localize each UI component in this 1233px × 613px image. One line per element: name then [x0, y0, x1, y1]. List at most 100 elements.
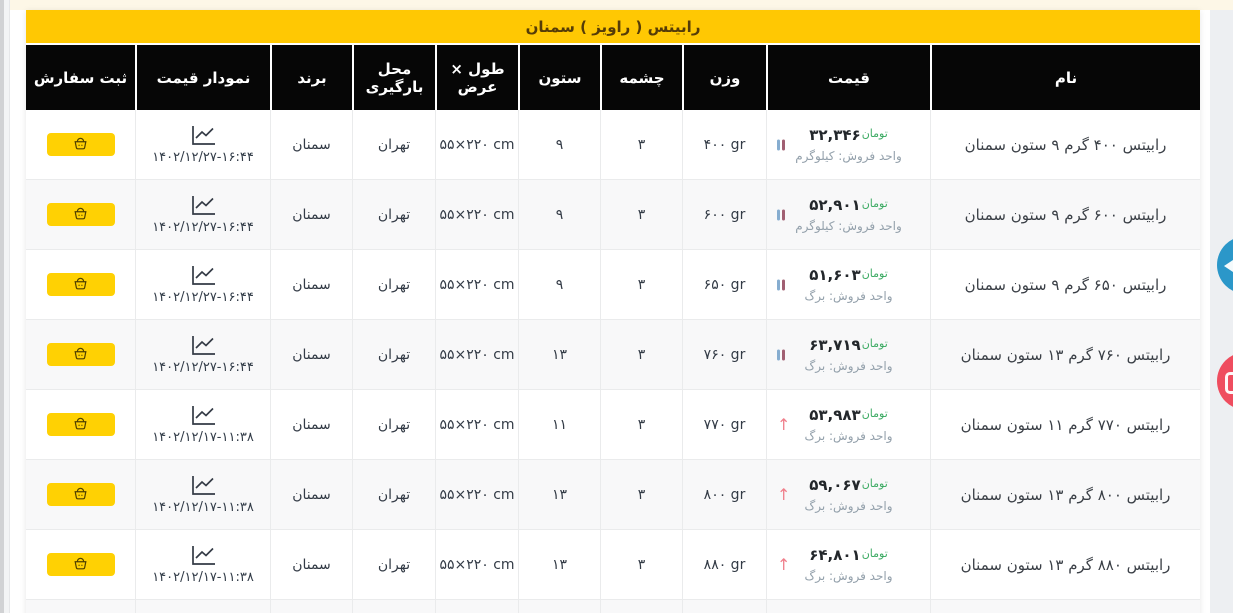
- price-chart-link[interactable]: ۱۴۰۲/۱۲/۲۷-۱۶:۴۴: [152, 264, 254, 305]
- cell-cheshmeh: ۳: [600, 180, 682, 250]
- table-body: رابیتس ۴۰۰ گرم ۹ ستون سمنان ۳۲,۳۴۶ تومان…: [26, 110, 1200, 613]
- instagram-float-button[interactable]: [1217, 352, 1233, 410]
- cell-weight: ۴۰۰ gr: [682, 110, 766, 180]
- cell-chart: ۱۴۰۲/۱۲/۱۷-۱۱:۳۸: [135, 460, 270, 530]
- price-date: ۱۴۰۲/۱۲/۱۷-۱۱:۳۸: [152, 430, 254, 445]
- top-cream-strip: [0, 0, 1233, 10]
- table-row: رابیتس ۴۰۰ گرم ۹ ستون سمنان ۳۲,۳۴۶ تومان…: [26, 110, 1200, 180]
- vertical-scrollbar[interactable]: [0, 0, 10, 613]
- table-row: رابیتس ۸۸۰ گرم ۱۳ ستون سمنان ↑ ۶۴,۸۰۱ تو…: [26, 530, 1200, 600]
- header-sotoon: ستون: [518, 45, 600, 110]
- cell-brand: سمنان: [270, 530, 352, 600]
- cell-order: [26, 320, 135, 390]
- cell-cheshmeh: ۳: [600, 250, 682, 320]
- cell-loading: تهران: [352, 110, 435, 180]
- cell-sotoon: ۹: [518, 180, 600, 250]
- cell-sotoon: ۱۱: [518, 390, 600, 460]
- price-value: ۳۲,۳۴۶: [809, 126, 861, 145]
- line-chart-icon: [188, 194, 218, 217]
- cell-loading: تهران: [352, 460, 435, 530]
- header-brand: برند: [270, 45, 352, 110]
- cell-name: رابیتس ۴۰۰ گرم ۹ ستون سمنان: [930, 110, 1200, 180]
- table-row: رابیتس ۷۷۰ گرم ۱۱ ستون سمنان ↑ ۵۳,۹۸۳ تو…: [26, 390, 1200, 460]
- sale-unit: واحد فروش: برگ: [804, 498, 893, 513]
- price-value: ۵۲,۹۰۱: [809, 196, 861, 215]
- add-to-cart-button[interactable]: [46, 483, 115, 506]
- cell-name: رابیتس ۷۷۰ گرم ۱۱ ستون سمنان: [930, 390, 1200, 460]
- cell-cheshmeh: ۳: [600, 530, 682, 600]
- cell-brand: سمنان: [270, 250, 352, 320]
- header-cheshmeh: چشمه: [600, 45, 682, 110]
- price-chart-link[interactable]: ۱۴۰۲/۱۲/۲۷-۱۶:۴۴: [152, 194, 254, 235]
- currency-label: تومان: [861, 267, 888, 281]
- currency-label: تومان: [861, 197, 888, 211]
- line-chart-icon: [188, 474, 218, 497]
- currency-label: تومان: [861, 337, 888, 351]
- add-to-cart-button[interactable]: [46, 553, 115, 576]
- price-trend-flat-icon: [777, 209, 785, 220]
- cell-order: [26, 460, 135, 530]
- cell-dims: ۵۵×۲۲۰ cm: [435, 180, 518, 250]
- price-chart-link[interactable]: ۱۴۰۲/۱۲/۲۷-۱۶:۴۴: [152, 334, 254, 375]
- cell-brand: سمنان: [270, 390, 352, 460]
- cell-sotoon: ۱۳: [518, 320, 600, 390]
- table-row: رابیتس ۶۵۰ گرم ۹ ستون سمنان ۵۱,۶۰۳ تومان…: [26, 250, 1200, 320]
- cell-sotoon: ۱۳: [518, 460, 600, 530]
- cell-dims: ۵۵×۲۲۰ cm: [435, 250, 518, 320]
- telegram-float-button[interactable]: [1217, 236, 1233, 294]
- price-trend-up-icon: ↑: [777, 484, 791, 504]
- cell-name: رابیتس ۶۰۰ گرم ۹ ستون سمنان: [930, 180, 1200, 250]
- cell-order: [26, 390, 135, 460]
- header-price: قیمت: [766, 45, 930, 110]
- cart-icon: [72, 416, 89, 434]
- cell-loading: تهران: [352, 530, 435, 600]
- sale-unit: واحد فروش: کیلوگرم: [795, 148, 902, 163]
- price-value: ۵۹,۰۶۷: [809, 476, 861, 495]
- add-to-cart-button[interactable]: [46, 133, 115, 156]
- category-title-bar: رابیتس ( راویز ) سمنان: [26, 10, 1200, 43]
- scrollbar-thumb[interactable]: [0, 0, 4, 613]
- cell-weight: ۸۰۰ gr: [682, 460, 766, 530]
- cell-price: ۵۲,۹۰۱ تومان واحد فروش: کیلوگرم: [766, 180, 930, 250]
- header-name: نام: [930, 45, 1200, 110]
- price-table-card: رابیتس ( راویز ) سمنان نام قیمت وزن چشمه…: [26, 10, 1200, 613]
- cell-cheshmeh: ۳: [600, 110, 682, 180]
- line-chart-icon: [188, 264, 218, 287]
- cell-price: ۳۲,۳۴۶ تومان واحد فروش: کیلوگرم: [766, 110, 930, 180]
- price-chart-link[interactable]: ۱۴۰۲/۱۲/۲۷-۱۶:۴۴: [152, 124, 254, 165]
- cell-name: رابیتس ۸۰۰ گرم ۱۳ ستون سمنان: [930, 460, 1200, 530]
- header-order: ثبت سفارش: [26, 45, 135, 110]
- price-date: ۱۴۰۲/۱۲/۲۷-۱۶:۴۴: [152, 150, 254, 165]
- cell-loading: تهران: [352, 320, 435, 390]
- cell-price: ۶۳,۷۱۹ تومان واحد فروش: برگ: [766, 320, 930, 390]
- currency-label: تومان: [861, 127, 888, 141]
- cart-icon: [72, 556, 89, 574]
- cell-order: [26, 530, 135, 600]
- price-chart-link[interactable]: ۱۴۰۲/۱۲/۱۷-۱۱:۳۸: [152, 404, 254, 445]
- cell-weight: ۷۶۰ gr: [682, 320, 766, 390]
- sale-unit: واحد فروش: برگ: [804, 358, 893, 373]
- add-to-cart-button[interactable]: [46, 343, 115, 366]
- cell-dims: ۵۵×۲۲۰ cm: [435, 530, 518, 600]
- cell-chart: ۱۴۰۲/۱۲/۱۷-۱۱:۳۸: [135, 530, 270, 600]
- cell-loading: تهران: [352, 180, 435, 250]
- cell-price: ↑ ۵۳,۹۸۳ تومان واحد فروش: برگ: [766, 390, 930, 460]
- price-chart-link[interactable]: ۱۴۰۲/۱۲/۱۷-۱۱:۳۸: [152, 474, 254, 515]
- cell-chart: ۱۴۰۲/۱۲/۲۷-۱۶:۴۴: [135, 320, 270, 390]
- add-to-cart-button[interactable]: [46, 413, 115, 436]
- cell-cheshmeh: ۳: [600, 460, 682, 530]
- price-date: ۱۴۰۲/۱۲/۱۷-۱۱:۳۸: [152, 570, 254, 585]
- currency-label: تومان: [861, 547, 888, 561]
- line-chart-icon: [188, 334, 218, 357]
- price-value: ۵۳,۹۸۳: [809, 406, 861, 425]
- add-to-cart-button[interactable]: [46, 273, 115, 296]
- right-gutter: [1210, 10, 1233, 613]
- price-date: ۱۴۰۲/۱۲/۱۷-۱۱:۳۸: [152, 500, 254, 515]
- price-chart-link[interactable]: ۱۴۰۲/۱۲/۱۷-۱۱:۳۸: [152, 544, 254, 585]
- price-trend-flat-icon: [777, 349, 785, 360]
- cell-dims: ۵۵×۲۲۰ cm: [435, 110, 518, 180]
- cart-icon: [72, 276, 89, 294]
- table-row: رابیتس ۸۰۰ گرم ۱۳ ستون سمنان ↑ ۵۹,۰۶۷ تو…: [26, 460, 1200, 530]
- add-to-cart-button[interactable]: [46, 203, 115, 226]
- cell-price: ↑ ۶۴,۸۰۱ تومان واحد فروش: برگ: [766, 530, 930, 600]
